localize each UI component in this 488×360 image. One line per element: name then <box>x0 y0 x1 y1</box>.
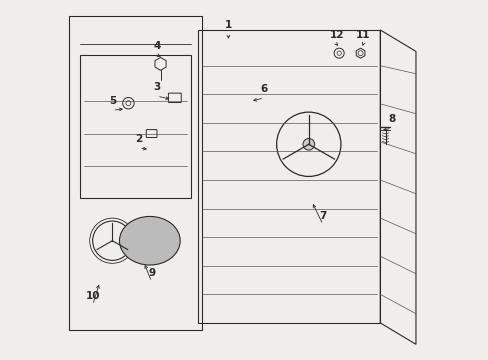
Text: 9: 9 <box>148 268 155 278</box>
Text: 5: 5 <box>108 96 116 107</box>
Circle shape <box>303 139 314 150</box>
Text: 7: 7 <box>319 211 326 221</box>
Text: 2: 2 <box>135 134 142 144</box>
Text: 8: 8 <box>387 114 394 124</box>
Text: 6: 6 <box>260 84 267 94</box>
Ellipse shape <box>119 216 180 265</box>
Text: 12: 12 <box>329 30 343 40</box>
Text: 11: 11 <box>355 30 369 40</box>
Text: 1: 1 <box>224 19 232 30</box>
Text: 4: 4 <box>153 41 161 51</box>
Text: 3: 3 <box>153 82 160 92</box>
Text: 10: 10 <box>85 291 100 301</box>
